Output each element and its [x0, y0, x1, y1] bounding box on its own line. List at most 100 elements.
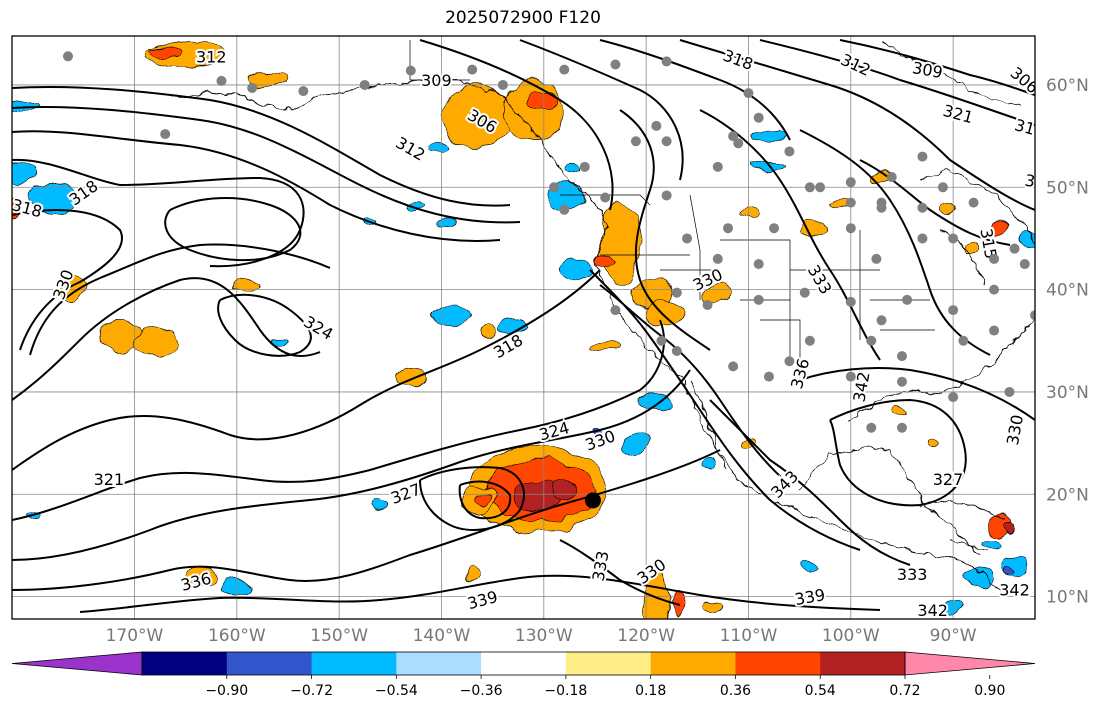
station-marker	[896, 351, 907, 362]
station-marker	[917, 151, 928, 162]
contour-label: 309	[421, 71, 452, 90]
station-marker	[630, 136, 641, 147]
shaded-region	[750, 130, 788, 142]
latitude-labels: 60°N 50°N 40°N 30°N 20°N 10°N	[1046, 76, 1089, 608]
station-marker	[845, 296, 856, 307]
station-marker	[661, 56, 672, 67]
station-marker	[799, 287, 810, 298]
station-marker	[948, 392, 959, 403]
colorbar-extend-max	[904, 651, 1036, 676]
station-marker	[948, 305, 959, 316]
colorbar-tick-label: −0.54	[375, 683, 418, 699]
colorbar-segment	[481, 652, 567, 675]
station-marker	[815, 182, 826, 193]
station-marker	[1040, 413, 1050, 423]
station-marker	[610, 59, 621, 70]
lon-label: 120°W	[617, 626, 675, 646]
colorbar-tick-label: 0.72	[889, 683, 920, 699]
colorbar-segment	[650, 652, 736, 675]
station-marker	[216, 75, 227, 86]
contour-label: 312	[196, 47, 227, 66]
station-marker	[917, 202, 928, 213]
colorbar-segment	[311, 652, 397, 675]
lat-label: 60°N	[1046, 76, 1089, 96]
station-marker	[298, 86, 309, 97]
station-marker	[1030, 310, 1035, 321]
station-marker	[656, 335, 667, 346]
shaded-region	[1001, 554, 1028, 578]
map-frame	[11, 35, 1036, 620]
lat-label: 40°N	[1046, 281, 1089, 301]
station-marker	[968, 197, 979, 208]
lat-label: 10°N	[1046, 588, 1089, 608]
station-marker	[610, 305, 621, 316]
shaded-region	[465, 569, 479, 583]
station-marker	[671, 287, 682, 298]
station-marker	[876, 315, 887, 326]
station-marker	[845, 197, 856, 208]
lon-label: 160°W	[208, 626, 266, 646]
station-marker	[1081, 254, 1091, 264]
colorbar-tick-label: 0.36	[720, 683, 751, 699]
station-marker	[467, 64, 478, 75]
colorbar-tick-labels: −0.90 −0.72 −0.54 −0.36 −0.18 0.18 0.36 0.54 0.7…	[205, 675, 1005, 699]
shaded-region	[637, 395, 676, 409]
colorbar-segment	[735, 652, 821, 675]
shaded-region	[927, 438, 939, 448]
lon-label: 140°W	[413, 626, 471, 646]
station-marker	[845, 177, 856, 188]
station-marker	[989, 325, 1000, 336]
station-marker	[1076, 433, 1086, 443]
contour-label: 342	[917, 601, 948, 620]
station-marker	[845, 223, 856, 234]
station-marker	[559, 204, 570, 215]
longitude-labels: 170°W 160°W 150°W 140°W 130°W 120°W 110°W 100°W…	[106, 626, 977, 646]
station-marker	[902, 294, 913, 305]
shaded-region	[395, 368, 427, 386]
shaded-region	[12, 98, 39, 112]
station-marker	[876, 202, 887, 213]
contour-label: 309	[911, 58, 944, 82]
station-marker	[989, 253, 1000, 264]
station-marker	[1004, 386, 1015, 397]
shaded-region	[990, 220, 1008, 236]
shaded-region	[98, 318, 140, 353]
colorbar-tick-label: −0.90	[205, 683, 248, 699]
station-marker	[743, 88, 754, 99]
station-marker	[1009, 243, 1020, 254]
lon-label: 110°W	[720, 626, 778, 646]
station-marker	[682, 233, 693, 244]
station-marker	[733, 138, 744, 149]
colorbar-segment	[565, 652, 652, 675]
shaded-region	[551, 478, 577, 500]
station-marker	[937, 182, 948, 193]
station-marker	[359, 79, 370, 90]
station-marker	[728, 131, 739, 142]
station-marker	[896, 376, 907, 387]
contour-label: 321	[94, 470, 125, 489]
station-marker	[989, 284, 1000, 295]
station-marker	[723, 223, 734, 234]
colorbar-segment	[820, 652, 906, 675]
shaded-region	[623, 432, 649, 454]
station-marker	[405, 65, 416, 76]
colorbar-segment	[226, 652, 313, 675]
station-marker	[62, 51, 73, 62]
contour-label: 333	[897, 565, 928, 584]
lon-label: 150°W	[310, 626, 368, 646]
shaded-region	[231, 276, 263, 293]
shaded-region	[479, 325, 497, 336]
station-marker	[769, 223, 780, 234]
shaded-region	[430, 306, 473, 324]
station-marker	[1071, 310, 1081, 320]
station-marker	[763, 371, 774, 382]
shaded-region	[895, 406, 909, 418]
shaded-region	[967, 242, 981, 256]
contour-label: 336	[1045, 337, 1076, 356]
station-marker	[753, 259, 764, 270]
station-marker	[579, 161, 590, 172]
station-marker	[1061, 239, 1071, 249]
station-marker	[866, 422, 877, 433]
station-marker	[651, 120, 662, 131]
shaded-region	[473, 492, 491, 506]
